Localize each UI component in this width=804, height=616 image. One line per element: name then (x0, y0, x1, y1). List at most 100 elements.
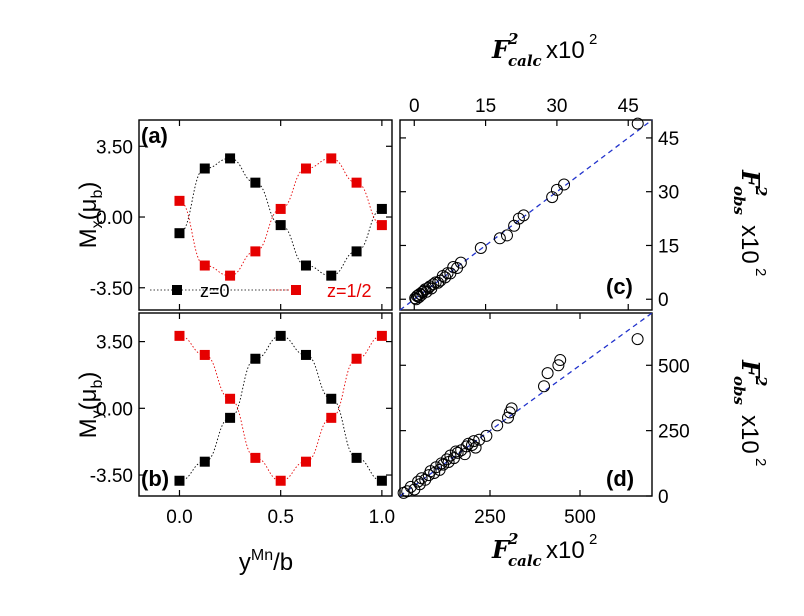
panel-b-series-0-point (199, 456, 210, 467)
panel-a-series-0-point (199, 163, 210, 174)
panel-c-ytick-label: 45 (658, 129, 679, 150)
panel-a-ytick-label: 3.50 (96, 137, 133, 158)
panel-d-xtick-label: 500 (564, 507, 596, 528)
panel-c-point (500, 229, 513, 242)
panel-a-series-1-point (199, 260, 210, 271)
panel-a-series-1-point (300, 163, 311, 174)
panel-a-series-1-point (275, 203, 286, 214)
svg-text:F: F (491, 35, 511, 64)
panel-d-point (491, 419, 504, 432)
panel-b-xtick-label: 0.0 (166, 507, 192, 528)
svg-text:x10: x10 (546, 537, 585, 564)
panel-d-frame (399, 312, 653, 497)
panel-c-point (454, 256, 467, 269)
panel-d-point (449, 445, 462, 458)
panel-d-point (458, 448, 471, 461)
svg-text:2: 2 (589, 31, 597, 48)
panel-a-series-0-point (326, 270, 337, 281)
svg-text:Mx(μb): Mx(μb) (75, 182, 106, 249)
panel-d-ytick-label: 250 (658, 422, 690, 443)
panel-d-point (473, 433, 486, 446)
panel-label-d: (d) (606, 466, 634, 491)
svg-text:My(μb): My(μb) (75, 372, 106, 439)
legend: z=0 z=1/2 (150, 281, 372, 301)
panel-d-xtick-label: 250 (474, 507, 506, 528)
panel-b-ytick-label: 0.00 (96, 399, 133, 420)
panel-b-series-0-point (275, 330, 286, 341)
panel-a-series-0-point (300, 260, 311, 271)
legend-marker-z0 (172, 285, 182, 295)
panel-b-series-1-point (275, 475, 286, 486)
legend-marker-zhalf (291, 285, 301, 295)
panel-d-point (631, 333, 644, 346)
svg-text:F: F (736, 359, 765, 379)
panel-a-series-1-guide (179, 157, 383, 277)
panel-d-xlabel: F 2 calc x10 2 (491, 530, 597, 570)
svg-text:2: 2 (752, 268, 769, 276)
panel-a-series-0-guide (179, 157, 383, 277)
panel-d-point (541, 367, 554, 380)
panel-a-ytick-label: -3.50 (90, 279, 133, 300)
panel-d-point (538, 380, 550, 393)
svg-text:x10: x10 (546, 37, 585, 64)
panel-c-point (517, 209, 530, 222)
panel-c-xtick-label: 30 (546, 96, 567, 117)
svg-text:obs: obs (730, 376, 748, 405)
panel-d-point (505, 402, 518, 415)
panel-b-series-0-point (174, 475, 185, 486)
panel-c-xtick-label: 15 (475, 96, 496, 117)
panel-c-ytick-label: 30 (658, 183, 679, 204)
svg-text:x10: x10 (736, 225, 763, 264)
panel-a-series-0-point (174, 228, 185, 239)
panel-a-ytick-label: 0.00 (96, 208, 133, 229)
svg-text:2: 2 (589, 531, 597, 548)
panel-c-frame (399, 119, 653, 311)
panel-b-series-0-point (326, 393, 337, 404)
panel-a-series-0-point (250, 177, 261, 188)
panel-c-xtick-label: 0 (409, 96, 420, 117)
panel-d-point (451, 446, 464, 459)
svg-text:x10: x10 (736, 415, 763, 454)
panel-b-series-1-point (300, 456, 311, 467)
panel-c-ytick-label: 0 (658, 290, 669, 311)
panel-b-series-0-point (300, 349, 311, 360)
panel-c-xtick-label: 45 (618, 96, 639, 117)
svg-text:calc: calc (508, 552, 542, 570)
panel-a-series-0-point (275, 220, 286, 231)
panel-d-point (552, 359, 565, 372)
panel-b-xlabel: yMn/b (239, 547, 293, 576)
svg-text:2: 2 (752, 458, 769, 466)
panel-d-ytick-label: 500 (658, 356, 690, 377)
panel-d-ylabel: F 2 obs x10 2 (730, 359, 770, 466)
panel-c-point (493, 232, 506, 245)
svg-text:2: 2 (752, 185, 770, 196)
plot-content: 3.50 0.00 -3.50 3.50 0.00 -3.50 0.0 0.5 1.0 0 15 30… (90, 96, 690, 528)
panel-a-series-1-point (326, 153, 337, 164)
panel-b-xtick-label: 1.0 (369, 507, 395, 528)
panel-a-frame (138, 119, 393, 311)
panel-a-series-0-point (376, 203, 387, 214)
panel-b-series-1-point (199, 349, 210, 360)
panel-b-series-0-point (376, 475, 387, 486)
svg-text:2: 2 (507, 530, 518, 548)
panel-b-series-1-point (326, 412, 337, 423)
panel-b-series-0-point (225, 412, 236, 423)
panel-c-point (474, 241, 487, 254)
panel-label-b: (b) (141, 466, 169, 491)
panel-b-frame (138, 312, 393, 497)
panel-c-point (631, 117, 644, 130)
panel-b-series-1-point (250, 452, 261, 463)
panel-a-series-1-point (174, 195, 185, 206)
panel-a-series-0-point (351, 246, 362, 257)
svg-text:2: 2 (507, 30, 518, 48)
panel-b-series-1-point (376, 330, 387, 341)
panel-b-series-0-point (351, 452, 362, 463)
panel-b-series-1-point (225, 393, 236, 404)
panel-b-series-1-point (351, 353, 362, 364)
svg-text:F: F (736, 169, 765, 189)
panel-a-series-1-point (376, 220, 387, 231)
panel-b-series-0-point (250, 353, 261, 364)
panel-d-point (467, 435, 480, 448)
panel-a-series-1-point (250, 246, 261, 257)
